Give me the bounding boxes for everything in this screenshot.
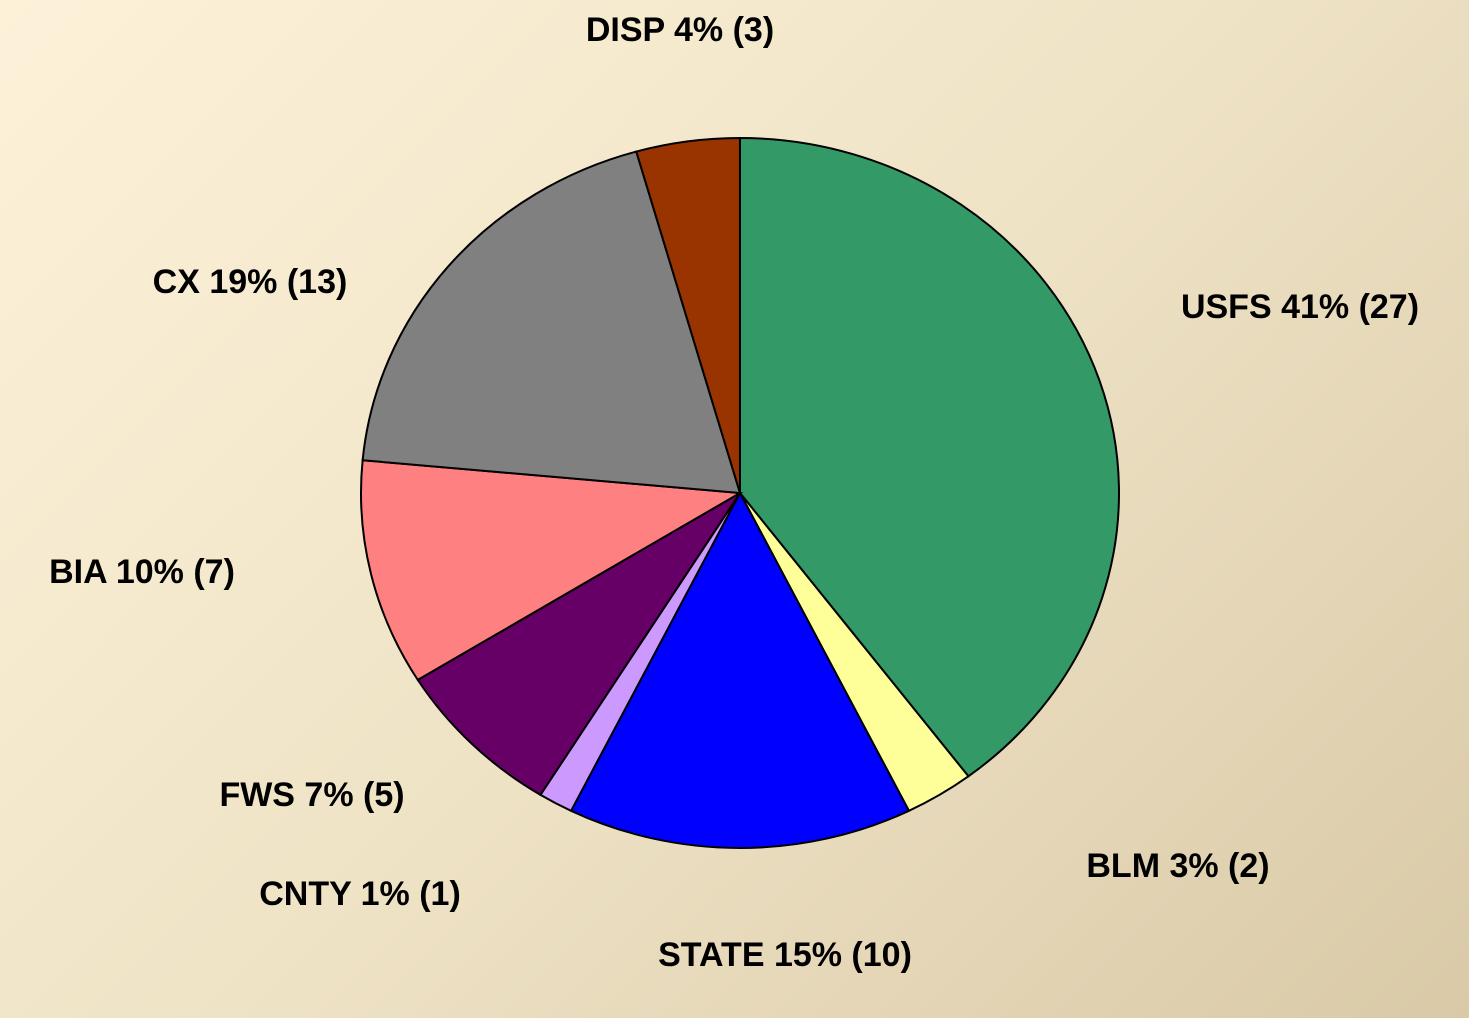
slice-label: BIA 10% (7) <box>49 553 235 591</box>
pie-slice <box>416 492 741 797</box>
pie-slice <box>360 459 744 682</box>
pie-slice <box>739 136 1120 778</box>
slice-label: DISP 4% (3) <box>585 11 775 49</box>
pie-slice <box>569 490 911 849</box>
pie-slice <box>635 136 741 494</box>
slice-label: CNTY 1% (1) <box>259 875 461 913</box>
pie-slice <box>361 150 742 495</box>
slice-label: CX 19% (13) <box>152 263 348 301</box>
slice-label: FWS 7% (5) <box>219 776 405 814</box>
slice-label: STATE 15% (10) <box>658 936 912 974</box>
slice-label: USFS 41% (27) <box>1180 288 1420 326</box>
slice-label: BLM 3% (2) <box>1086 847 1270 885</box>
